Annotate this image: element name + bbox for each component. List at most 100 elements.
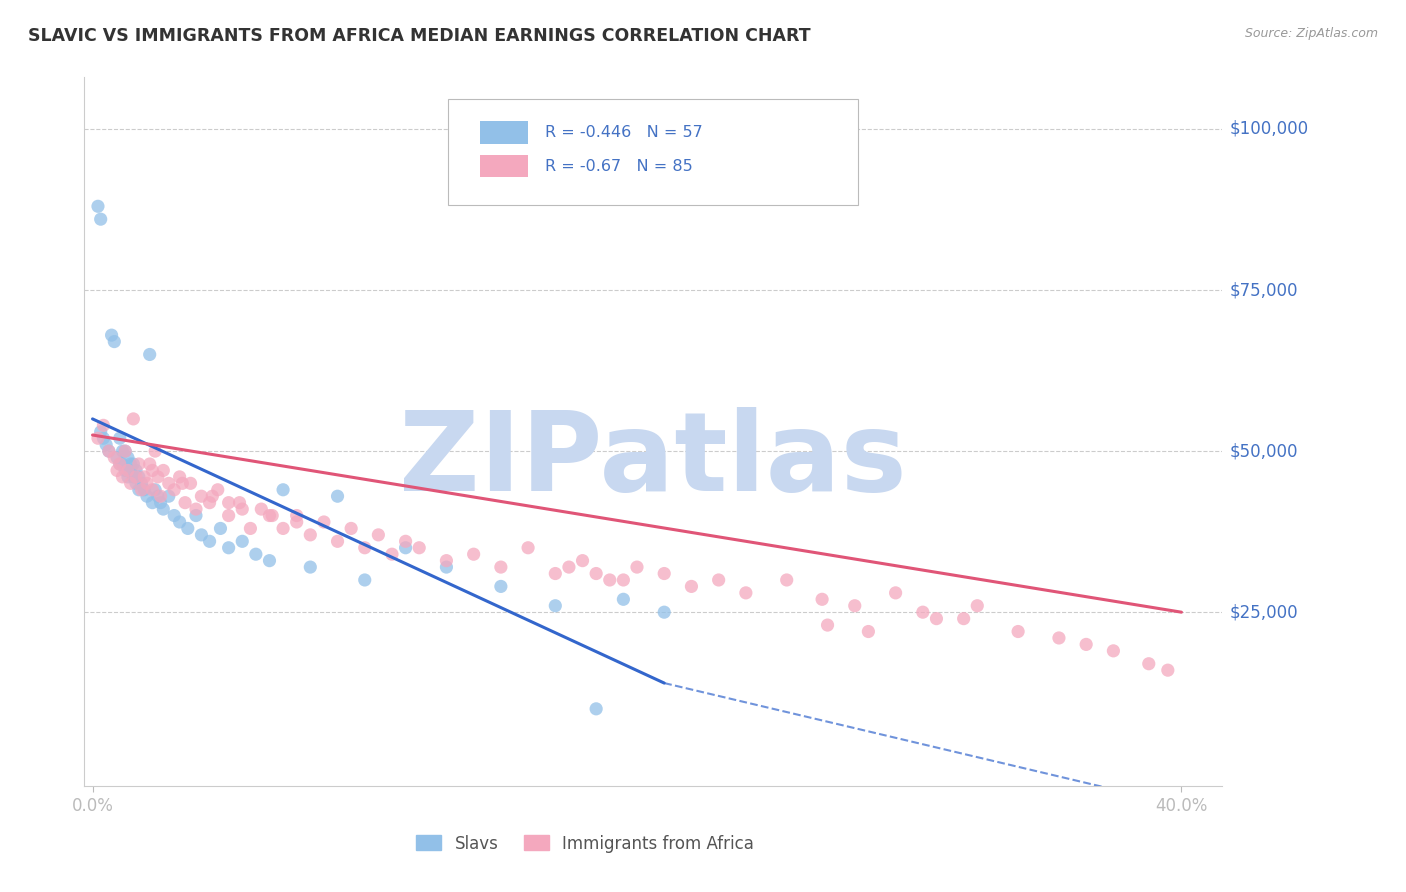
Point	[146, 470, 169, 484]
Point	[285, 515, 308, 529]
Point	[231, 502, 253, 516]
Point	[585, 566, 607, 581]
Point	[250, 502, 273, 516]
Point	[184, 508, 207, 523]
Point	[105, 450, 128, 465]
Point	[367, 528, 389, 542]
Point	[190, 528, 212, 542]
Point	[125, 463, 148, 477]
Point	[218, 496, 240, 510]
Point	[184, 502, 207, 516]
Text: ZIPatlas: ZIPatlas	[399, 407, 907, 514]
Point	[652, 566, 675, 581]
Point	[652, 605, 675, 619]
Point	[544, 599, 567, 613]
Point	[1157, 663, 1180, 677]
Point	[259, 508, 281, 523]
Point	[152, 502, 174, 516]
Point	[152, 463, 174, 477]
Point	[111, 470, 134, 484]
Point	[312, 515, 335, 529]
Text: SLAVIC VS IMMIGRANTS FROM AFRICA MEDIAN EARNINGS CORRELATION CHART: SLAVIC VS IMMIGRANTS FROM AFRICA MEDIAN …	[28, 27, 811, 45]
Point	[271, 483, 294, 497]
Point	[149, 496, 172, 510]
Point	[134, 470, 156, 484]
Point	[90, 212, 112, 227]
Point	[259, 554, 281, 568]
Point	[157, 476, 180, 491]
Point	[108, 457, 131, 471]
Point	[844, 599, 866, 613]
Point	[198, 534, 221, 549]
Text: R = -0.67   N = 85: R = -0.67 N = 85	[546, 159, 693, 174]
Point	[169, 515, 191, 529]
Point	[285, 508, 308, 523]
Point	[776, 573, 799, 587]
Point	[122, 412, 145, 426]
Point	[707, 573, 730, 587]
Point	[544, 566, 567, 581]
Point	[326, 489, 349, 503]
Point	[143, 483, 166, 497]
Point	[125, 470, 148, 484]
Point	[1102, 644, 1125, 658]
Point	[517, 541, 540, 555]
Point	[90, 425, 112, 439]
Bar	[481, 121, 529, 145]
Point	[143, 444, 166, 458]
Point	[94, 438, 117, 452]
Point	[103, 450, 125, 465]
Point	[105, 463, 128, 477]
Point	[209, 521, 232, 535]
Point	[952, 612, 974, 626]
Point	[87, 431, 110, 445]
Point	[394, 534, 416, 549]
Point	[463, 547, 485, 561]
Point	[201, 489, 224, 503]
Point	[136, 476, 159, 491]
Point	[114, 463, 136, 477]
Point	[138, 347, 160, 361]
Point	[353, 541, 375, 555]
Point	[599, 573, 621, 587]
Point	[108, 457, 131, 471]
Point	[353, 573, 375, 587]
Point	[381, 547, 404, 561]
Point	[169, 470, 191, 484]
Point	[228, 496, 250, 510]
Text: $75,000: $75,000	[1229, 281, 1298, 299]
Point	[198, 496, 221, 510]
Point	[436, 554, 458, 568]
Point	[340, 521, 363, 535]
Point	[612, 573, 634, 587]
Point	[172, 476, 194, 491]
Point	[177, 521, 200, 535]
Point	[103, 334, 125, 349]
Point	[125, 476, 148, 491]
Legend: Slavs, Immigrants from Africa: Slavs, Immigrants from Africa	[409, 828, 761, 859]
Point	[131, 476, 153, 491]
Point	[1007, 624, 1029, 639]
Point	[120, 457, 142, 471]
Point	[489, 579, 512, 593]
Point	[231, 534, 253, 549]
Point	[681, 579, 703, 593]
Point	[120, 476, 142, 491]
Point	[128, 457, 150, 471]
Point	[114, 444, 136, 458]
Point	[180, 476, 202, 491]
Point	[626, 560, 648, 574]
Point	[734, 586, 756, 600]
Point	[138, 457, 160, 471]
Point	[163, 508, 186, 523]
Point	[111, 457, 134, 471]
Point	[612, 592, 634, 607]
Point	[141, 483, 163, 497]
Point	[585, 702, 607, 716]
Point	[141, 496, 163, 510]
Point	[436, 560, 458, 574]
Point	[128, 483, 150, 497]
Point	[128, 470, 150, 484]
Point	[299, 560, 322, 574]
Point	[884, 586, 907, 600]
